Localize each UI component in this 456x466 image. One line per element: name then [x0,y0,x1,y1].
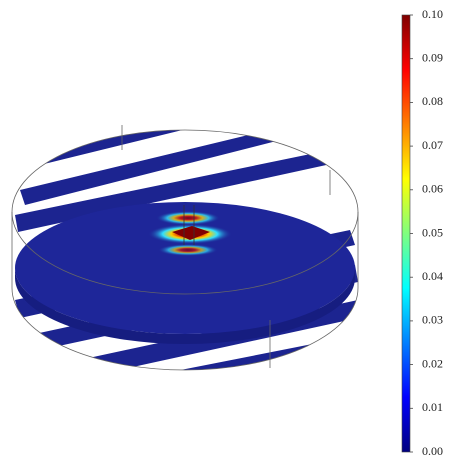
tick-label: 0.07 [422,138,443,152]
tick-label: 0.01 [422,400,443,414]
colorbar [401,14,411,453]
tick-label: 0.10 [422,7,443,21]
tick-label: 0.02 [422,356,443,370]
tick-label: 0.03 [422,313,443,327]
tick-label: 0.09 [422,50,443,64]
tick-label: 0.00 [422,444,443,458]
tick-label: 0.04 [422,269,443,283]
tick-label: 0.05 [422,225,443,239]
tick-label: 0.08 [422,94,443,108]
tick-label: 0.06 [422,182,443,196]
model-view [11,125,359,371]
